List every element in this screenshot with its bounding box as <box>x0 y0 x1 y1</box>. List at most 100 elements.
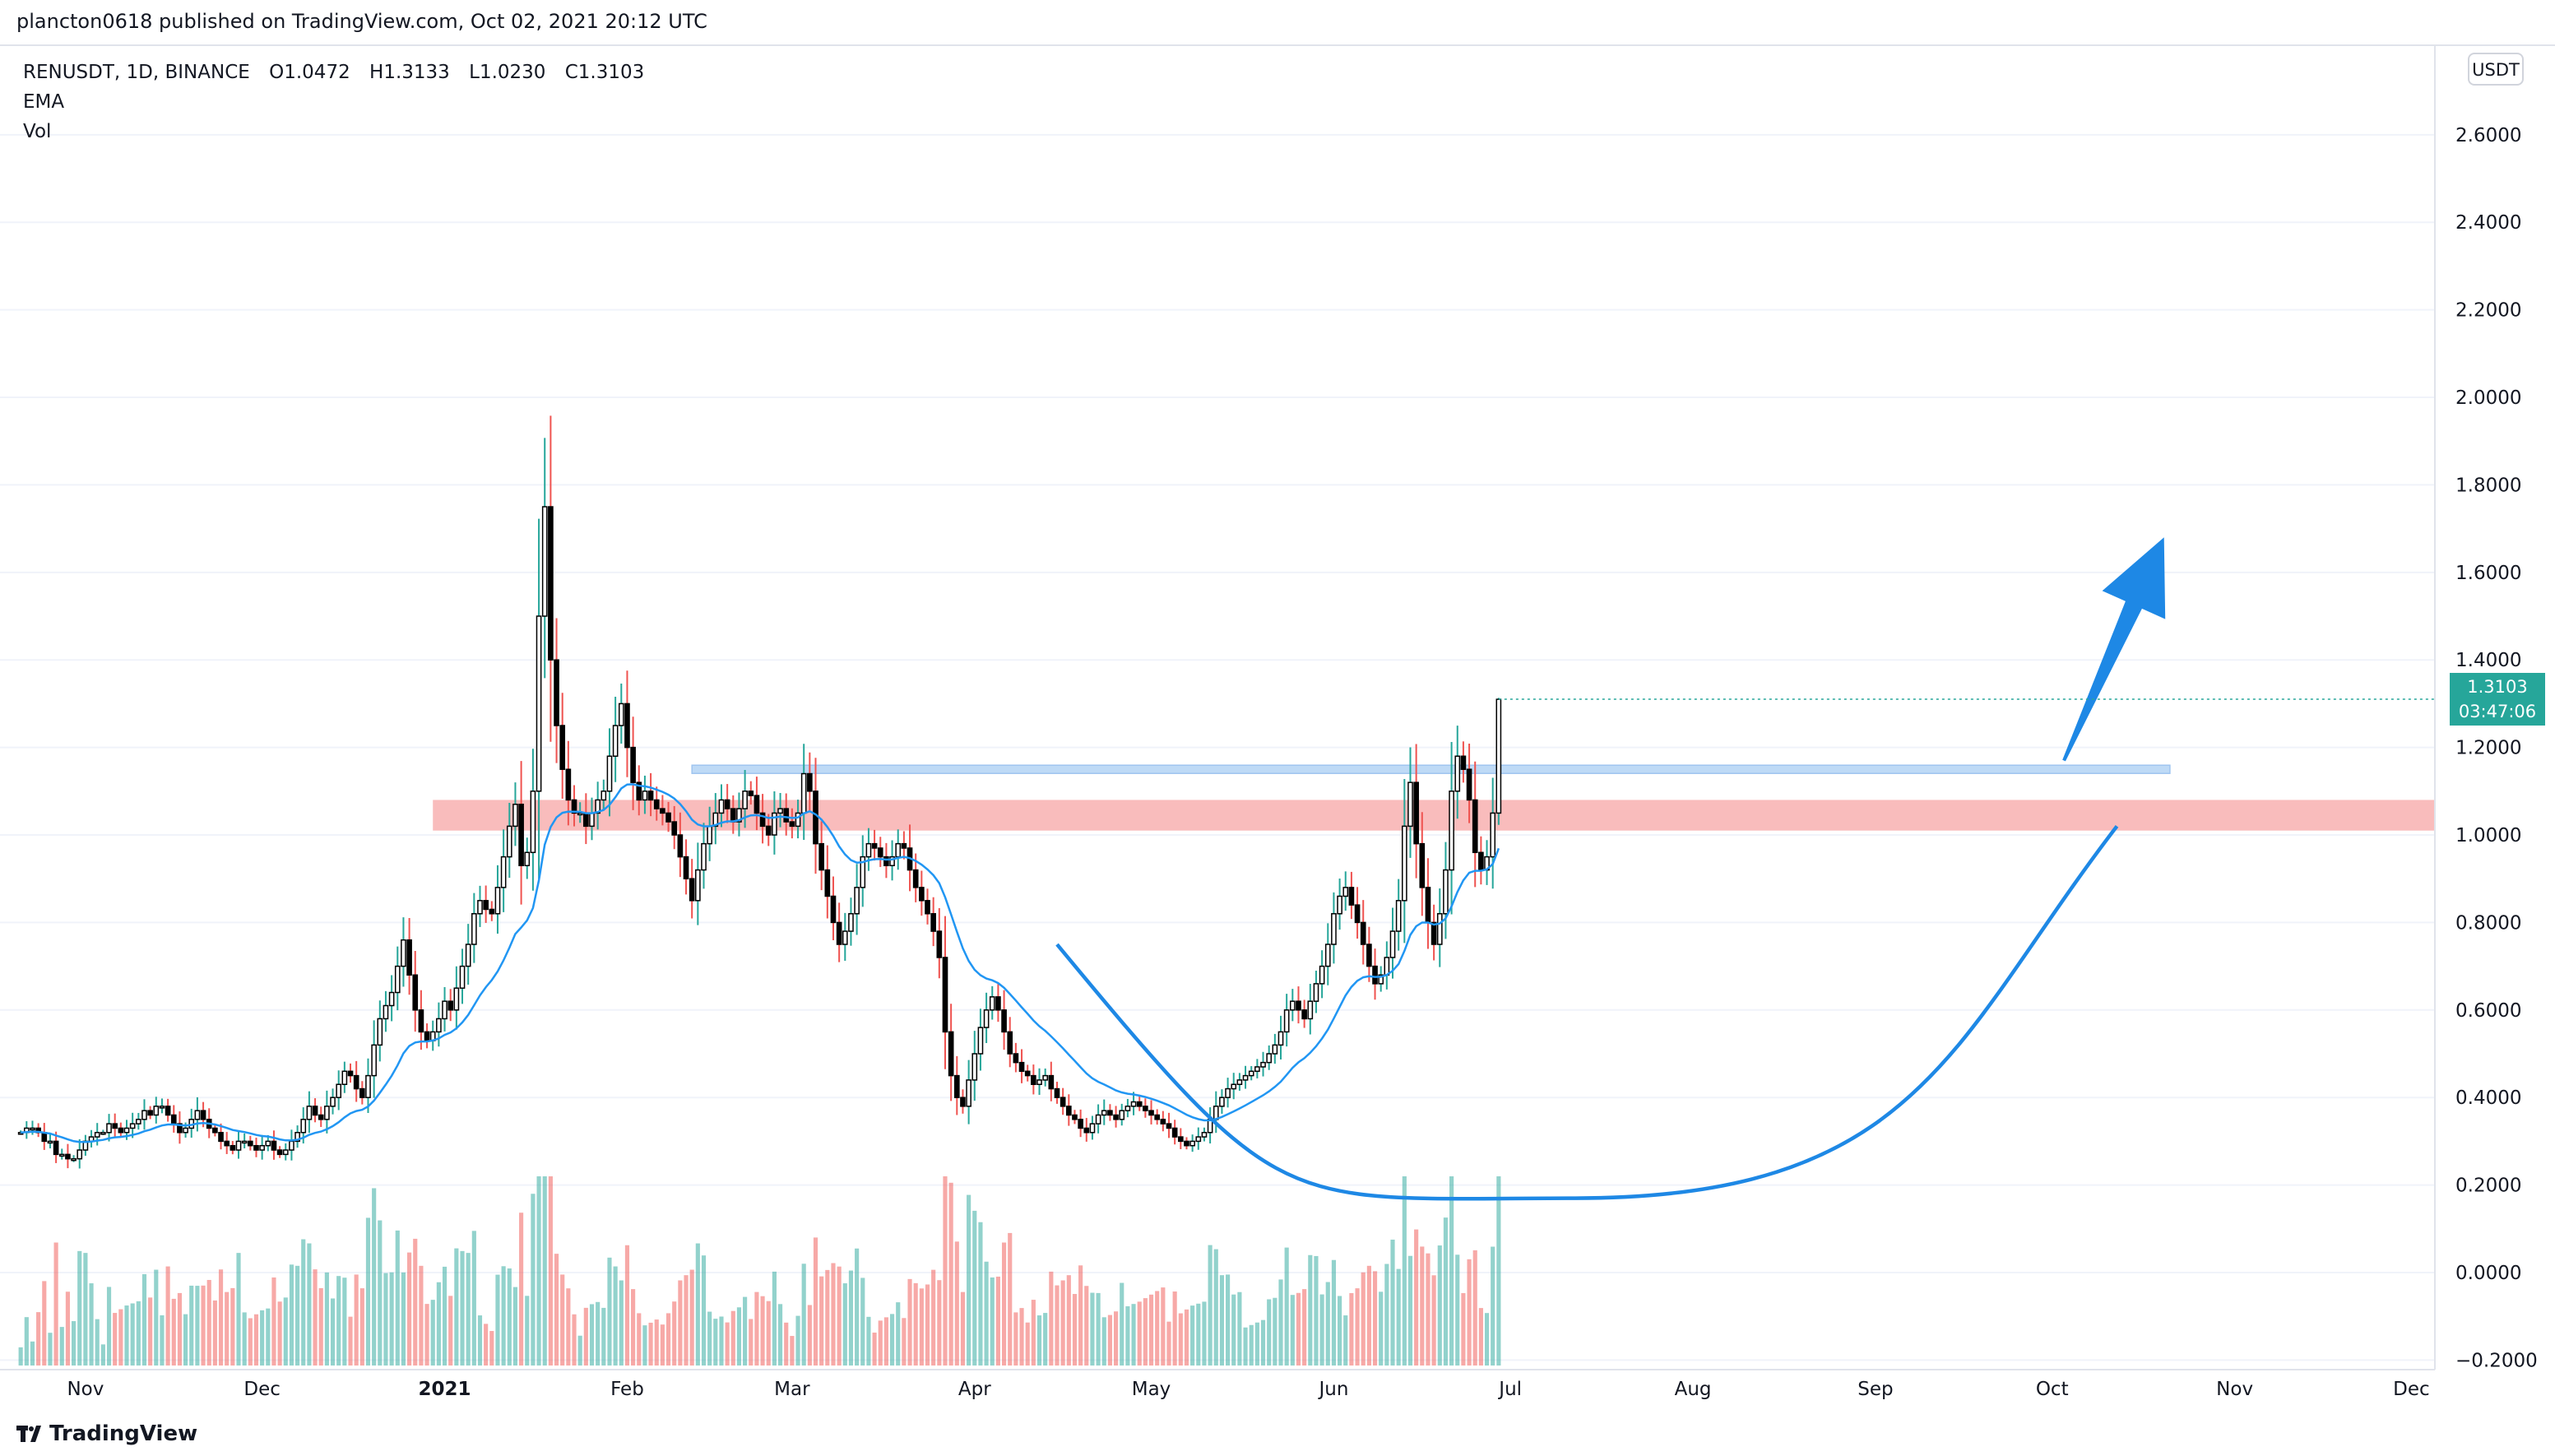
volume-bar <box>1372 1271 1378 1366</box>
volume-bar <box>301 1239 306 1366</box>
volume-bar <box>1084 1286 1089 1366</box>
volume-bar <box>695 1243 700 1366</box>
candle-body <box>1242 1074 1249 1081</box>
volume-bar <box>1178 1313 1183 1366</box>
candle-body <box>824 869 831 897</box>
volume-bar <box>201 1285 206 1366</box>
candle-body <box>330 1097 336 1107</box>
volume-bar <box>566 1288 571 1366</box>
candle-body <box>183 1127 188 1134</box>
volume-bar <box>1101 1317 1106 1366</box>
candle-body <box>1419 842 1426 888</box>
volume-bar <box>1107 1315 1112 1366</box>
candle-body <box>1478 851 1484 871</box>
candle-body <box>554 659 559 726</box>
rounding-bottom-curve <box>1055 825 2119 1201</box>
volume-bar <box>848 1270 854 1366</box>
candle-body <box>289 1140 294 1151</box>
volume-bar <box>889 1314 895 1366</box>
candle-body <box>860 856 866 888</box>
candle-body <box>671 821 678 836</box>
candle-body <box>736 808 742 823</box>
volume-bar <box>448 1296 453 1366</box>
volume-bar <box>790 1336 795 1366</box>
volume-bar <box>89 1283 94 1366</box>
candle-body <box>383 1004 389 1020</box>
candle-body <box>365 1074 371 1098</box>
candle-body <box>548 506 554 661</box>
resistance-zone <box>433 800 2435 831</box>
volume-bar <box>801 1264 806 1366</box>
volume-bar <box>1196 1303 1201 1366</box>
volume-bar <box>1491 1246 1495 1366</box>
volume-bar <box>548 1176 553 1366</box>
volume-bar <box>106 1287 112 1366</box>
currency-unit-button[interactable]: USDT <box>2468 53 2524 86</box>
volume-bar <box>24 1317 29 1366</box>
candle-body <box>1195 1136 1202 1143</box>
volume-bar <box>730 1310 735 1366</box>
volume-bar <box>972 1210 977 1366</box>
volume-bar <box>253 1314 259 1366</box>
volume-bar <box>365 1217 371 1366</box>
volume-bar <box>1455 1254 1460 1366</box>
volume-bar <box>354 1274 359 1366</box>
volume-bar <box>177 1292 183 1366</box>
candle-body <box>653 799 660 809</box>
candle-body <box>724 799 730 809</box>
candle-body <box>1177 1136 1184 1143</box>
legend-symbol-row: RENUSDT, 1D, BINANCE O1.0472 H1.3133 L1.… <box>23 58 644 87</box>
breakout-level <box>691 764 2171 774</box>
candle-body <box>1324 944 1331 967</box>
volume-bar <box>471 1231 476 1366</box>
candle-body <box>1401 825 1407 902</box>
x-tick-label: Sep <box>1857 1379 1893 1400</box>
candle-body <box>877 847 883 858</box>
volume-bar <box>260 1310 265 1366</box>
chart-legend: RENUSDT, 1D, BINANCE O1.0472 H1.3133 L1.… <box>23 58 644 146</box>
y-tick-label: 2.0000 <box>2455 387 2521 409</box>
x-tick-label: Mar <box>774 1379 810 1400</box>
candle-body <box>71 1157 77 1162</box>
candle-body <box>606 755 613 792</box>
legend-ema[interactable]: EMA <box>23 91 65 113</box>
volume-bar <box>684 1275 689 1366</box>
volume-bar <box>1331 1259 1337 1366</box>
y-tick-label: 0.2000 <box>2455 1175 2521 1197</box>
volume-bar <box>619 1280 624 1366</box>
legend-vol[interactable]: Vol <box>23 121 52 142</box>
volume-bar <box>1254 1322 1259 1366</box>
volume-bar <box>477 1315 483 1366</box>
volume-bar <box>442 1266 447 1366</box>
volume-bar <box>372 1188 377 1366</box>
y-tick-label: 0.6000 <box>2455 1000 2521 1022</box>
publish-info: plancton0618 published on TradingView.co… <box>16 10 707 33</box>
volume-bar <box>378 1220 383 1366</box>
volume-bar <box>289 1264 294 1366</box>
volume-bar <box>77 1250 82 1366</box>
volume-bar <box>1396 1268 1401 1366</box>
volume-bar <box>967 1194 971 1366</box>
volume-bar <box>766 1301 771 1366</box>
candle-body <box>1042 1074 1049 1081</box>
candle-body <box>58 1153 65 1157</box>
candle-body <box>276 1149 283 1156</box>
candle-body <box>772 812 777 836</box>
candle-body <box>94 1132 100 1138</box>
chart-grid <box>0 133 2435 1361</box>
candle-body <box>618 702 624 726</box>
footer-brand[interactable]: TradingView <box>16 1421 197 1446</box>
candle-body <box>1072 1114 1078 1120</box>
candle-body <box>1160 1119 1166 1124</box>
volume-bar <box>277 1301 282 1366</box>
candle-body <box>447 1000 454 1011</box>
candle-body <box>347 1070 354 1077</box>
candle-body <box>1331 913 1337 945</box>
candle-body <box>600 791 607 801</box>
volume-bar <box>954 1241 959 1366</box>
candle-body <box>612 725 619 758</box>
candle-body <box>1007 1031 1013 1055</box>
candle-body <box>436 1018 442 1033</box>
volume-bar <box>1278 1279 1283 1366</box>
